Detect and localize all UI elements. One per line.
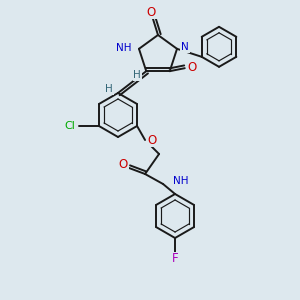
Text: F: F (172, 253, 178, 266)
Text: O: O (118, 158, 128, 170)
Text: N: N (181, 42, 189, 52)
Text: NH: NH (173, 176, 189, 186)
Text: NH: NH (116, 43, 132, 53)
Text: O: O (187, 61, 196, 74)
Text: O: O (146, 5, 156, 19)
Text: H: H (134, 70, 141, 80)
Text: Cl: Cl (64, 121, 75, 131)
Text: O: O (147, 134, 157, 146)
Text: H: H (105, 84, 113, 94)
